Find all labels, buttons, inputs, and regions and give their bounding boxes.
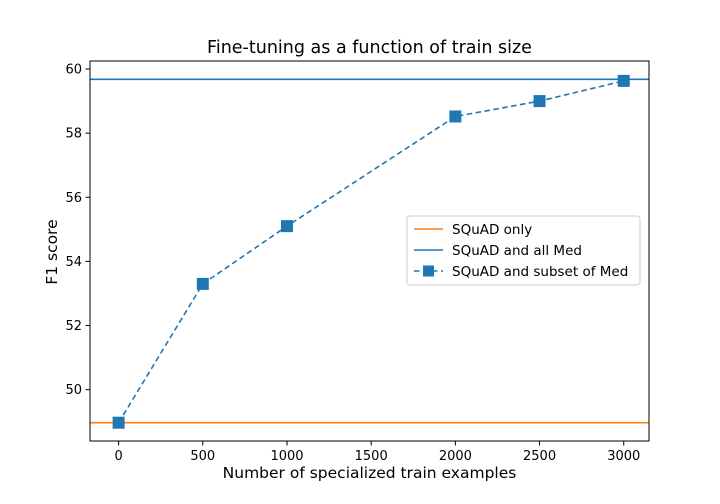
legend-label: SQuAD and all Med [452,243,582,259]
x-tick-label: 1500 [355,449,388,464]
series-group [90,74,649,429]
legend-label: SQuAD and subset of Med [452,264,628,280]
plot-area: 0 500 1000 1500 2000 2500 3000 50 52 54 56 58 60 [65,60,650,464]
legend: SQuAD only SQuAD and all Med SQuAD and sub… [406,215,641,286]
y-tick-label: 60 [65,63,82,78]
data-point [112,416,125,429]
y-tick-label: 56 [65,191,82,206]
x-tick-label: 3000 [607,449,640,464]
axes-frame [89,60,650,442]
x-axis-label: Number of specialized train examples [223,464,517,482]
y-axis-label: F1 score [43,219,61,284]
data-point [280,220,293,233]
data-point [196,277,209,290]
legend-marker [423,265,434,277]
y-tick-label: 52 [65,319,82,334]
y-tick-label: 54 [65,255,82,270]
x-tick-label: 0 [114,449,122,464]
x-tick-label: 1000 [270,449,303,464]
x-tick-label: 2000 [439,449,472,464]
x-tick-label: 500 [190,449,215,464]
legend-box [406,215,641,286]
data-point [533,95,546,108]
data-point [617,74,630,87]
y-tick-label: 50 [65,383,82,398]
chart-title: Fine-tuning as a function of train size [207,38,532,58]
series-line-squad-and-subset-of-med [117,80,624,424]
data-point [449,110,462,123]
legend-label: SQuAD only [452,222,532,238]
x-tick-label: 2500 [523,449,556,464]
y-tick-label: 58 [65,127,82,142]
